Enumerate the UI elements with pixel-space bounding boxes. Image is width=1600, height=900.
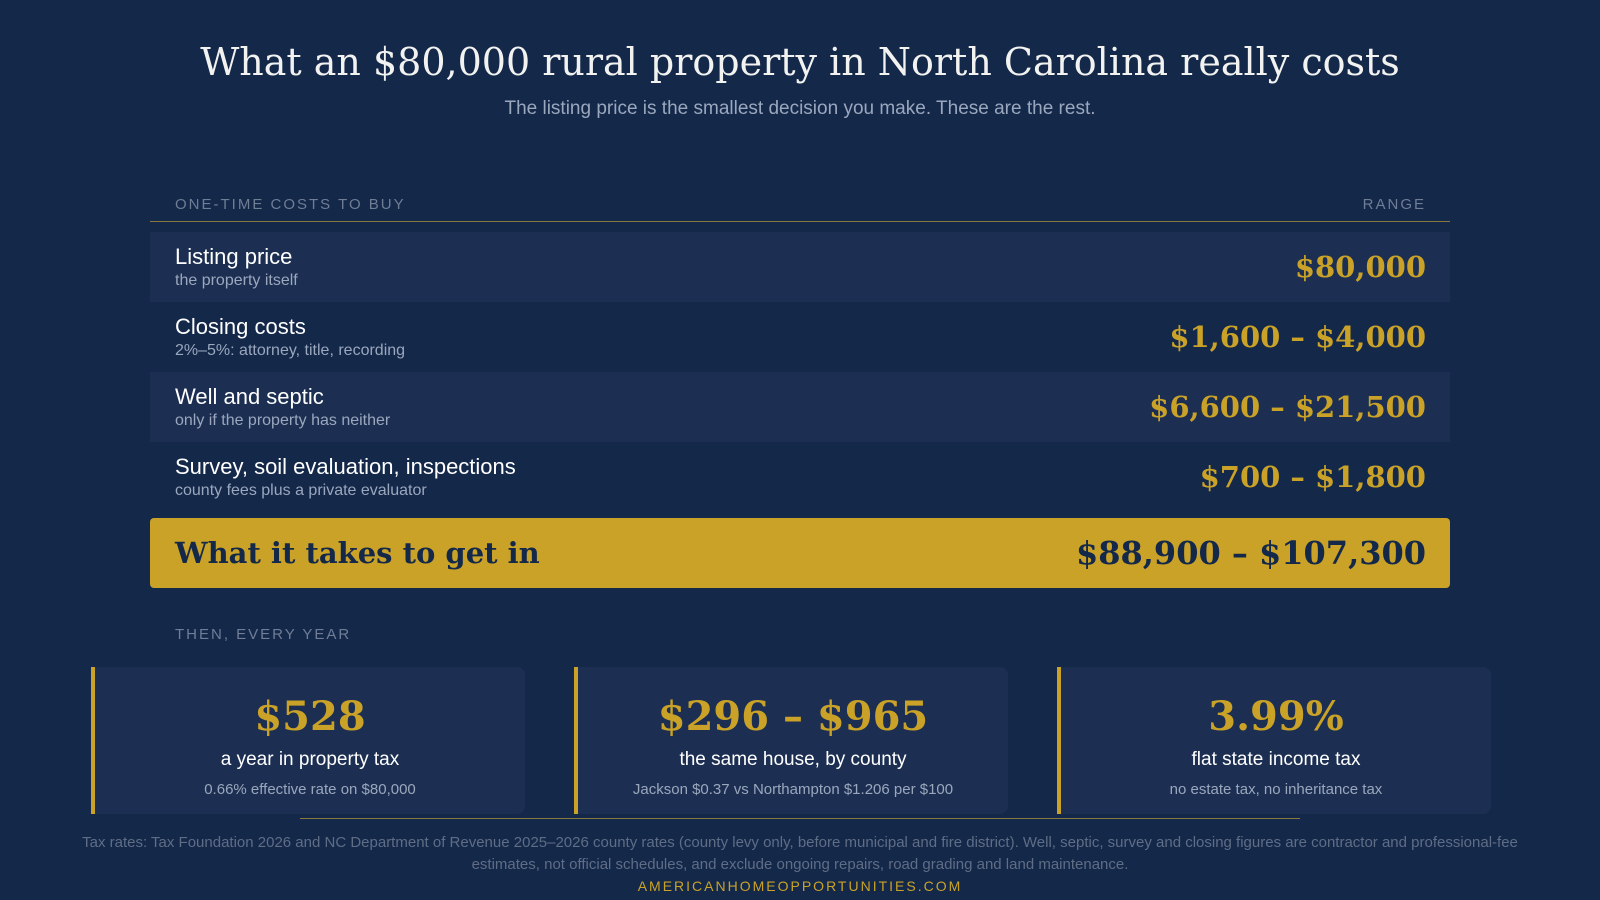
- column-label: ONE-TIME COSTS TO BUY: [175, 196, 406, 213]
- row-label: Closing costs: [175, 314, 306, 339]
- stat-card: $296 – $965 the same house, by county Ja…: [574, 667, 1008, 814]
- one-time-costs-table: ONE-TIME COSTS TO BUY RANGE Listing pric…: [150, 190, 1450, 512]
- row-note: 2%–5%: attorney, title, recording: [175, 342, 406, 359]
- card-note: no estate tax, no inheritance tax: [1169, 781, 1383, 798]
- row-value: $1,600 – $4,000: [1169, 320, 1426, 354]
- yearly-section-label: THEN, EVERY YEAR: [175, 626, 352, 643]
- card-label: the same house, by county: [679, 749, 907, 770]
- stat-card: 3.99% flat state income tax no estate ta…: [1057, 667, 1491, 814]
- card-label: flat state income tax: [1191, 749, 1361, 770]
- stat-card: $528 a year in property tax 0.66% effect…: [91, 667, 525, 814]
- table-header: ONE-TIME COSTS TO BUY RANGE: [150, 190, 1450, 222]
- table-row: Well and septic only if the property has…: [150, 372, 1450, 442]
- site-link[interactable]: AMERICANHOMEOPPORTUNITIES.COM: [637, 878, 963, 894]
- card-label: a year in property tax: [220, 749, 400, 770]
- source-footnote: Tax rates: Tax Foundation 2026 and NC De…: [82, 834, 1518, 873]
- row-label: Listing price: [175, 244, 293, 269]
- table-row: Closing costs 2%–5%: attorney, title, re…: [150, 302, 1450, 372]
- card-value: 3.99%: [1208, 693, 1344, 740]
- total-row: What it takes to get in $88,900 – $107,3…: [150, 518, 1450, 588]
- total-label: What it takes to get in: [175, 536, 540, 570]
- row-label: Survey, soil evaluation, inspections: [175, 454, 516, 479]
- row-value: $80,000: [1294, 250, 1426, 284]
- row-note: the property itself: [175, 272, 298, 289]
- page-title: What an $80,000 rural property in North …: [200, 40, 1400, 84]
- page-subtitle: The listing price is the smallest decisi…: [504, 98, 1096, 119]
- card-note: 0.66% effective rate on $80,000: [204, 781, 416, 798]
- row-value: $6,600 – $21,500: [1149, 390, 1426, 424]
- card-value: $528: [254, 693, 366, 740]
- card-note: Jackson $0.37 vs Northampton $1.206 per …: [632, 781, 954, 798]
- yearly-cards: $528 a year in property tax 0.66% effect…: [91, 667, 1491, 814]
- total-value: $88,900 – $107,300: [1075, 534, 1426, 572]
- row-label: Well and septic: [175, 384, 324, 409]
- footer-divider: [300, 818, 1300, 819]
- row-note: only if the property has neither: [175, 412, 391, 429]
- card-value: $296 – $965: [657, 693, 929, 740]
- table-row: Listing price the property itself $80,00…: [150, 232, 1450, 302]
- row-note: county fees plus a private evaluator: [175, 482, 427, 499]
- row-value: $700 – $1,800: [1199, 460, 1426, 494]
- table-row: Survey, soil evaluation, inspections cou…: [150, 442, 1450, 512]
- range-label: RANGE: [1362, 196, 1426, 213]
